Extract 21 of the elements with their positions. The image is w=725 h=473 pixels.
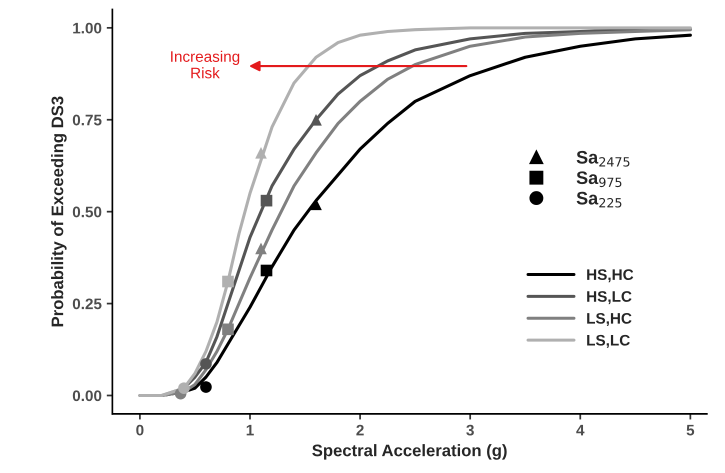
legend-label: LS,LC xyxy=(587,334,630,348)
y-tick-label: 0.50 xyxy=(72,206,102,218)
legend-label: HS,LC xyxy=(587,291,632,304)
y-tick-label: 1.00 xyxy=(73,22,102,34)
x-tick-label: 2 xyxy=(356,424,364,436)
x-tick-label: 3 xyxy=(466,424,474,436)
legend-label: Sa$_{225}$ xyxy=(576,192,622,208)
x-tick-label: 1 xyxy=(246,424,254,436)
legend-label: HS,HC xyxy=(587,269,634,282)
annotation: Increasing Risk xyxy=(171,50,240,78)
x-axis-title: Spectral Acceleration (g) xyxy=(312,444,507,460)
x-tick-label: 4 xyxy=(576,424,584,436)
legend-label: Sa$_{2475}$ xyxy=(576,150,630,167)
legend-label: Sa$_{975}$ xyxy=(576,171,622,188)
y-tick-label: 0.25 xyxy=(72,298,102,310)
y-tick-label: 0.00 xyxy=(72,390,102,402)
x-tick-label: 5 xyxy=(686,424,694,436)
y-axis-title: Probability of Exceeding DS3 xyxy=(51,96,67,326)
x-tick-label: 0 xyxy=(136,424,144,436)
y-tick-label: 0.75 xyxy=(72,114,102,126)
legend-label: LS,HC xyxy=(587,312,632,326)
